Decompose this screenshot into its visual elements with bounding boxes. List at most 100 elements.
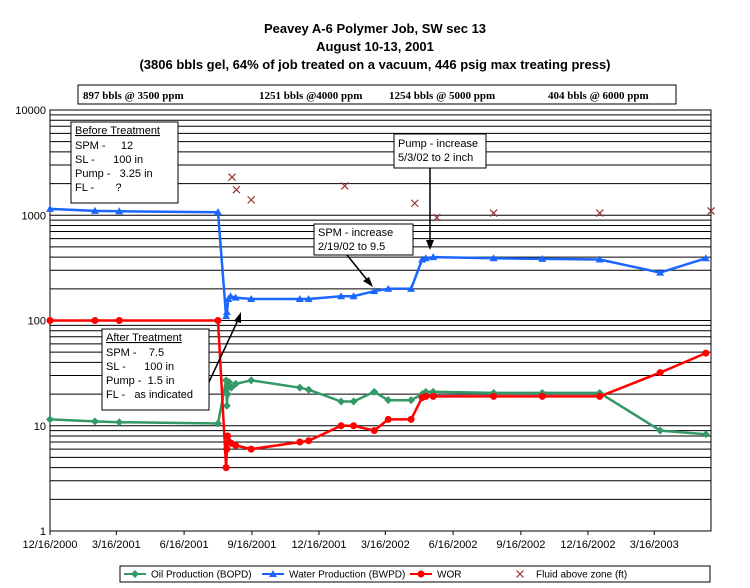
data-point	[422, 392, 430, 400]
before-row-1: SPM - 12	[75, 140, 133, 152]
series-wor	[46, 317, 710, 472]
after-row-3: Pump - 1.5 in	[106, 375, 174, 387]
y-tick-label: 10000	[15, 105, 46, 117]
data-point	[337, 292, 346, 300]
data-point	[304, 385, 313, 394]
data-point	[421, 254, 430, 262]
x-tick-label: 9/16/2001	[227, 539, 276, 551]
pump-increase-arrow	[426, 168, 434, 250]
data-point	[707, 206, 715, 215]
data-point	[429, 253, 438, 261]
spm-increase-note: SPM - increase 2/19/02 to 9.5	[313, 223, 414, 256]
data-point	[224, 432, 232, 440]
legend-item: WOR	[410, 570, 461, 581]
x-tick-label: 12/16/2001	[291, 539, 346, 551]
after-row-2: SL - 100 in	[106, 361, 174, 373]
data-point	[432, 213, 441, 222]
data-point	[538, 392, 546, 400]
data-point	[407, 415, 415, 423]
data-point	[370, 287, 379, 295]
y-axis-ticks: 1 10 100 1000 10000	[15, 105, 46, 538]
after-row-4: FL - as indicated	[106, 389, 193, 401]
stage-label-3: 1254 bbls @ 5000 ppm	[389, 90, 495, 102]
legend-item: Water Production (BWPD)	[262, 570, 405, 581]
chart-title-line-2: August 10-13, 2001	[316, 39, 434, 54]
legend-item: Fluid above zone (ft)	[516, 570, 627, 581]
data-point	[91, 317, 99, 324]
data-point	[223, 390, 232, 399]
data-point	[702, 349, 710, 357]
x-axis-ticks: 12/16/2000 3/16/2001 6/16/2001 9/16/2001 12/…	[22, 531, 679, 551]
data-point	[656, 426, 665, 435]
spm-row-1: SPM - increase	[318, 227, 393, 239]
data-point	[115, 317, 123, 324]
data-point	[489, 209, 498, 217]
data-point	[222, 308, 231, 316]
data-point	[337, 422, 345, 430]
data-point	[296, 438, 304, 446]
x-tick-label: 6/16/2002	[429, 539, 478, 551]
chart-title-line-1: Peavey A-6 Polymer Job, SW sec 13	[264, 21, 486, 36]
data-point	[337, 397, 346, 406]
data-point	[226, 292, 235, 300]
data-point	[46, 317, 54, 324]
data-point	[222, 312, 231, 320]
data-point	[222, 401, 231, 410]
after-row-1: SPM - 7.5	[106, 347, 164, 359]
data-point	[295, 383, 304, 392]
y-tick-label: 1	[40, 526, 46, 538]
data-point	[349, 292, 358, 300]
data-point	[407, 284, 416, 292]
legend-swatch-marker	[516, 570, 524, 578]
data-point	[227, 383, 236, 392]
series-fluid-above-zone-ft	[228, 173, 715, 222]
pump-row-1: Pump - increase	[398, 138, 478, 150]
before-heading: Before Treatment	[75, 125, 160, 137]
data-point	[232, 185, 241, 194]
pump-increase-note: Pump - increase 5/3/02 to 2 inch	[393, 133, 487, 169]
data-point	[247, 195, 256, 204]
legend-label: Oil Production (BOPD)	[151, 570, 252, 581]
before-row-2: SL - 100 in	[75, 154, 143, 166]
data-point	[214, 208, 223, 216]
data-point	[384, 396, 393, 405]
x-tick-label: 3/16/2003	[630, 539, 679, 551]
x-tick-label: 9/16/2002	[496, 539, 545, 551]
before-row-3: Pump - 3.25 in	[75, 168, 153, 180]
data-point	[90, 206, 99, 214]
stage-label-4: 404 bbls @ 6000 ppm	[548, 90, 649, 102]
data-point	[214, 419, 223, 428]
data-point	[429, 392, 437, 400]
y-tick-label: 1000	[22, 210, 46, 222]
data-point	[231, 293, 240, 301]
legend-label: Fluid above zone (ft)	[536, 570, 627, 581]
data-point	[46, 204, 54, 212]
data-point	[656, 369, 664, 377]
y-tick-label: 10	[34, 421, 46, 433]
data-point	[231, 379, 240, 388]
stage-label-1: 897 bbls @ 3500 ppm	[83, 90, 184, 102]
data-point	[340, 181, 349, 190]
legend-swatch-marker	[269, 570, 277, 577]
stage-labels-box: 897 bbls @ 3500 ppm 1251 bbls @4000 ppm …	[77, 84, 677, 105]
data-point	[595, 209, 604, 217]
data-point	[115, 207, 124, 215]
data-point	[370, 387, 379, 396]
data-point	[214, 317, 222, 324]
series-water-production-bwpd	[46, 204, 710, 320]
legend-label: WOR	[437, 570, 461, 581]
data-point	[247, 445, 255, 453]
data-point	[46, 415, 54, 424]
x-tick-label: 3/16/2001	[92, 539, 141, 551]
x-tick-label: 12/16/2000	[22, 539, 77, 551]
after-heading: After Treatment	[106, 332, 182, 344]
data-point	[701, 430, 710, 439]
data-point	[295, 295, 304, 303]
data-point	[490, 392, 498, 400]
data-point	[538, 254, 547, 262]
data-point	[596, 392, 604, 400]
data-point	[232, 441, 240, 449]
legend-label: Water Production (BWPD)	[289, 570, 405, 581]
data-point	[701, 254, 710, 262]
x-tick-label: 3/16/2002	[361, 539, 410, 551]
